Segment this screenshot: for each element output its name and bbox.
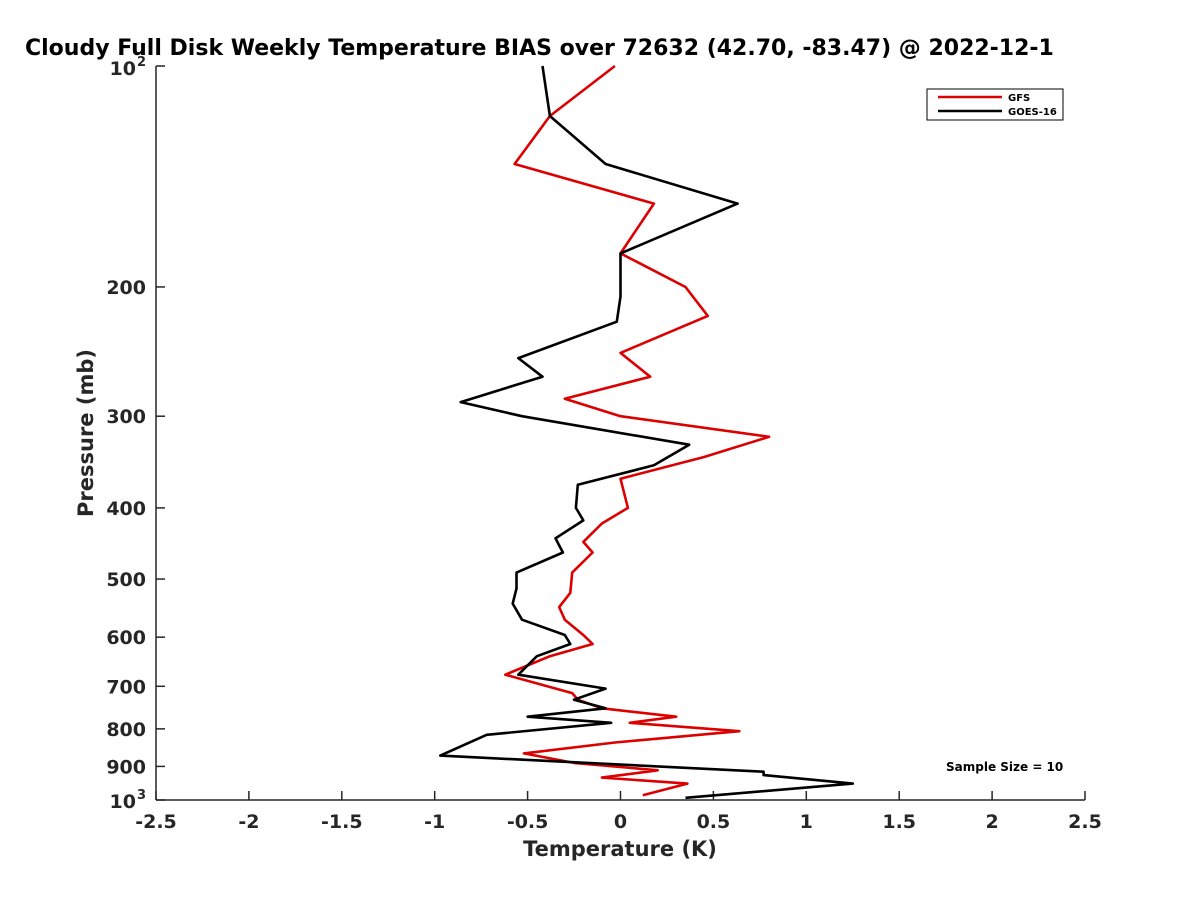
y-tick-label: 200 <box>106 277 146 299</box>
x-tick-label: -1 <box>424 811 445 833</box>
y-tick-label: 400 <box>106 498 146 520</box>
x-tick-label: -1.5 <box>321 811 363 833</box>
x-tick-label: 2.5 <box>1068 811 1102 833</box>
x-tick-label: 1.5 <box>882 811 916 833</box>
y-tick-label: 10 <box>110 791 136 813</box>
y-tick-base: 10 <box>110 791 136 813</box>
series-line-gfs <box>503 64 771 797</box>
legend-label-gfs: GFS <box>1008 93 1030 104</box>
y-tick-exponent: 2 <box>137 55 146 70</box>
sample-size-annotation: Sample Size = 10 <box>946 760 1063 774</box>
y-axis-label: Pressure (mb) <box>74 349 98 517</box>
y-tick-label: 300 <box>106 406 146 428</box>
x-tick-label: -0.5 <box>507 811 549 833</box>
series-lines <box>438 64 855 800</box>
legend-box <box>926 88 1064 121</box>
x-tick-label: 2 <box>985 811 998 833</box>
chart-title-text: Cloudy Full Disk Weekly Temperature BIAS… <box>25 36 1054 61</box>
x-ticks: -2.5 -2 -1.5 -1 -0.5 0 0.5 1 1.5 2 2.5 <box>135 791 1102 833</box>
chart-title: Cloudy Full Disk Weekly Temperature BIAS… <box>25 36 1054 61</box>
x-tick-label: -2 <box>238 811 259 833</box>
legend: GFS GOES-16 <box>926 88 1064 121</box>
y-tick-label: 800 <box>106 719 146 741</box>
x-axis-label: Temperature (K) <box>523 837 717 861</box>
y-tick-label: 700 <box>106 676 146 698</box>
y-tick-exponent: 3 <box>137 788 146 803</box>
y-tick-label: 10 <box>110 58 136 80</box>
legend-label-goes-16: GOES-16 <box>1008 107 1057 118</box>
x-tick-label: 0.5 <box>697 811 731 833</box>
y-tick-label: 600 <box>106 627 146 649</box>
x-tick-label: 1 <box>800 811 813 833</box>
x-tick-label: 0 <box>614 811 627 833</box>
y-tick-base: 10 <box>110 58 136 80</box>
y-tick-label: 900 <box>106 756 146 778</box>
series-line-goes-16 <box>438 65 855 800</box>
y-tick-label: 500 <box>106 569 146 591</box>
x-tick-label: -2.5 <box>135 811 177 833</box>
